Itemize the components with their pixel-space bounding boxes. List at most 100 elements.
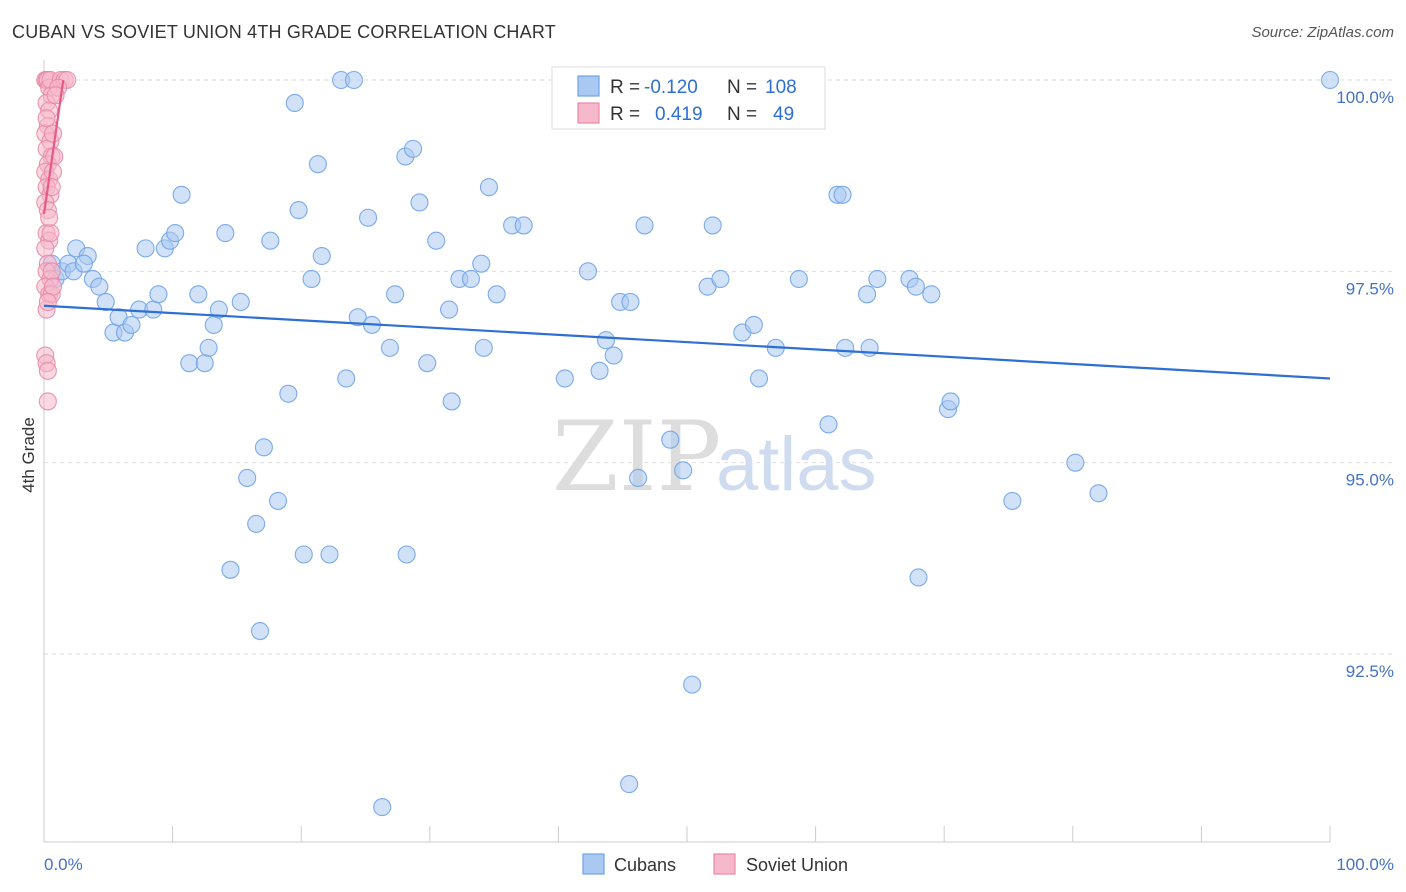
series-label-soviet-union: Soviet Union bbox=[746, 855, 848, 875]
legend-swatch-soviet-union bbox=[577, 102, 600, 124]
point-cubans-36 bbox=[261, 231, 280, 250]
series-swatch-cubans bbox=[582, 853, 605, 875]
point-cubans-72 bbox=[578, 262, 598, 281]
point-cubans-50 bbox=[359, 208, 378, 227]
point-cubans-101 bbox=[909, 568, 928, 587]
point-cubans-73 bbox=[590, 361, 609, 380]
point-cubans-47 bbox=[344, 70, 363, 90]
watermark-atlas: atlas bbox=[716, 422, 877, 507]
watermark-zip: ZIP bbox=[552, 401, 721, 513]
series-label-cubans: Cubans bbox=[614, 855, 676, 875]
point-cubans-23 bbox=[180, 354, 199, 373]
point-cubans-65 bbox=[474, 338, 493, 357]
point-cubans-52 bbox=[373, 798, 392, 817]
legend-r-label-soviet-union: R = bbox=[610, 104, 640, 125]
point-cubans-53 bbox=[380, 338, 399, 357]
point-cubans-31 bbox=[231, 292, 250, 311]
point-soviet-union-39 bbox=[43, 124, 63, 143]
trend-line-cubans bbox=[43, 304, 1331, 380]
legend-r-value-cubans: -0.120 bbox=[644, 77, 698, 98]
point-cubans-44 bbox=[312, 246, 331, 266]
y-tick-labels: 92.5% 95.0% 97.5% 100.0% bbox=[1336, 88, 1394, 681]
point-cubans-106 bbox=[1066, 453, 1085, 472]
point-soviet-union-48 bbox=[37, 109, 56, 128]
data-points bbox=[36, 70, 1340, 817]
point-cubans-96 bbox=[857, 285, 877, 304]
point-cubans-42 bbox=[302, 269, 321, 289]
point-cubans-85 bbox=[703, 216, 722, 235]
legend-n-label-cubans: N = bbox=[727, 77, 757, 98]
point-cubans-98 bbox=[868, 269, 887, 289]
point-cubans-26 bbox=[199, 338, 218, 357]
point-cubans-29 bbox=[216, 224, 235, 243]
point-cubans-58 bbox=[410, 193, 429, 212]
point-soviet-union-45 bbox=[43, 277, 63, 296]
x-tick-label-min: 0.0% bbox=[44, 855, 83, 874]
point-cubans-17 bbox=[144, 300, 163, 319]
point-cubans-37 bbox=[269, 491, 288, 510]
point-cubans-64 bbox=[461, 269, 481, 289]
point-cubans-21 bbox=[166, 224, 185, 243]
stats-legend: R = -0.120 N = 108 R = 0.419 N = 49 bbox=[551, 66, 826, 130]
point-soviet-union-42 bbox=[42, 178, 61, 197]
point-cubans-79 bbox=[629, 468, 648, 488]
point-cubans-108 bbox=[1320, 70, 1340, 90]
point-soviet-union-32 bbox=[38, 361, 57, 380]
y-tick-label-1: 95.0% bbox=[1346, 471, 1394, 490]
point-soviet-union-46 bbox=[40, 208, 59, 227]
point-cubans-14 bbox=[122, 315, 141, 334]
series-swatch-soviet-union bbox=[713, 853, 736, 875]
chart-title: CUBAN VS SOVIET UNION 4TH GRADE CORRELAT… bbox=[12, 22, 556, 42]
point-cubans-41 bbox=[294, 545, 313, 564]
point-cubans-68 bbox=[487, 285, 506, 304]
point-cubans-39 bbox=[285, 93, 304, 113]
legend-swatch-cubans bbox=[577, 75, 600, 97]
point-cubans-32 bbox=[238, 468, 257, 488]
point-cubans-89 bbox=[749, 369, 769, 388]
point-cubans-71 bbox=[555, 369, 574, 388]
point-cubans-86 bbox=[711, 269, 730, 289]
point-cubans-38 bbox=[279, 384, 298, 403]
point-cubans-48 bbox=[337, 369, 356, 388]
trend-line-soviet-union bbox=[42, 79, 65, 215]
point-cubans-81 bbox=[661, 430, 680, 449]
point-cubans-102 bbox=[922, 285, 941, 304]
y-axis-label: 4th Grade bbox=[19, 417, 38, 493]
legend-n-label-soviet-union: N = bbox=[727, 104, 757, 125]
point-soviet-union-43 bbox=[41, 224, 60, 243]
point-soviet-union-41 bbox=[43, 162, 63, 181]
point-cubans-7 bbox=[74, 254, 93, 273]
legend-r-label-cubans: R = bbox=[610, 77, 640, 98]
point-cubans-57 bbox=[404, 139, 423, 158]
point-cubans-27 bbox=[204, 315, 223, 334]
series-legend: Cubans Soviet Union bbox=[582, 853, 848, 875]
legend-r-value-soviet-union: 0.419 bbox=[655, 104, 703, 125]
point-soviet-union-47 bbox=[38, 292, 57, 311]
point-cubans-16 bbox=[136, 239, 155, 258]
point-cubans-45 bbox=[320, 545, 339, 564]
point-cubans-22 bbox=[172, 185, 191, 204]
point-cubans-78 bbox=[620, 775, 639, 794]
point-cubans-66 bbox=[472, 254, 491, 273]
point-cubans-67 bbox=[479, 178, 499, 197]
point-cubans-61 bbox=[440, 300, 459, 319]
point-cubans-95 bbox=[836, 338, 855, 357]
gridlines bbox=[44, 79, 1394, 655]
y-tick-label-3: 100.0% bbox=[1336, 88, 1394, 107]
point-cubans-83 bbox=[683, 675, 702, 694]
point-cubans-75 bbox=[604, 346, 623, 365]
point-cubans-49 bbox=[348, 308, 367, 327]
x-tick-label-max: 100.0% bbox=[1336, 855, 1394, 874]
point-cubans-74 bbox=[596, 331, 616, 350]
point-cubans-25 bbox=[195, 354, 214, 373]
point-cubans-80 bbox=[635, 216, 654, 235]
point-cubans-9 bbox=[90, 277, 109, 296]
point-cubans-56 bbox=[397, 545, 416, 564]
point-cubans-100 bbox=[906, 277, 925, 296]
point-cubans-88 bbox=[744, 315, 763, 334]
point-soviet-union-44 bbox=[42, 262, 61, 281]
point-cubans-82 bbox=[674, 461, 693, 480]
point-cubans-70 bbox=[514, 216, 533, 235]
point-cubans-34 bbox=[250, 621, 270, 641]
